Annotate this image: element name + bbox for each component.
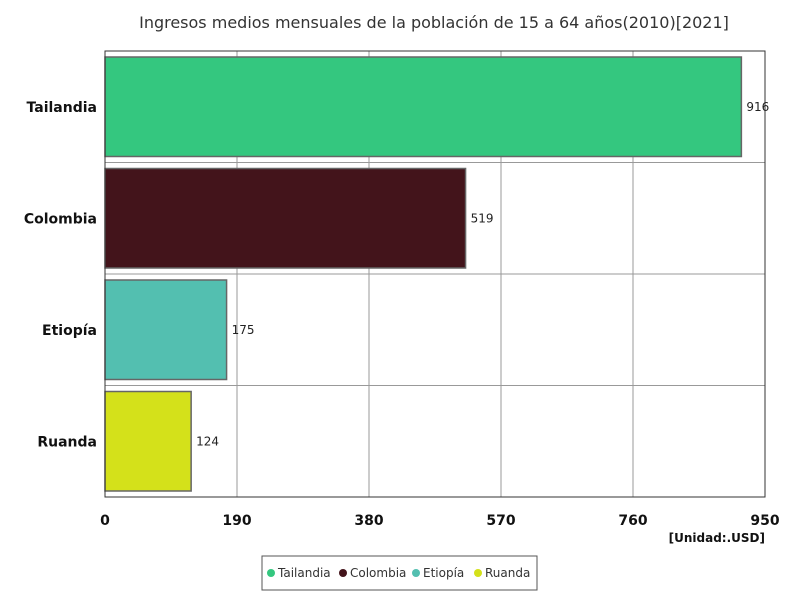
y-tick-label: Tailandia <box>27 100 97 116</box>
x-tick-label: 380 <box>354 513 383 529</box>
unit-label: [Unidad:.USD] <box>669 531 765 545</box>
data-label: 124 <box>196 434 219 448</box>
y-tick-label: Etiopía <box>42 323 97 339</box>
legend-item-label: Tailandia <box>277 566 331 580</box>
data-label: 916 <box>746 100 769 114</box>
x-tick-label: 190 <box>222 513 251 529</box>
y-tick-label: Ruanda <box>37 434 97 450</box>
bar-4 <box>104 390 192 492</box>
chart-title: Ingresos medios mensuales de la població… <box>139 13 729 32</box>
plot-frame <box>104 50 766 498</box>
x-tick-label: 570 <box>486 513 515 529</box>
y-tick-label: Colombia <box>24 211 97 227</box>
x-tick-label: 950 <box>750 513 779 529</box>
legend-marker <box>339 569 347 577</box>
legend-marker <box>474 569 482 577</box>
y-axis-ticks: Tailandia Colombia Etiopía Ruanda <box>24 100 97 451</box>
x-tick-label: 760 <box>618 513 647 529</box>
x-tick-label: 0 <box>100 513 110 529</box>
legend-item-label: Colombia <box>350 566 406 580</box>
legend-marker <box>412 569 420 577</box>
legend-marker <box>267 569 275 577</box>
bars: 916 519 175 124 <box>104 56 769 492</box>
data-label: 519 <box>471 211 494 225</box>
bar-2 <box>104 167 467 269</box>
x-axis-ticks: 0 190 380 570 760 950 <box>100 513 780 529</box>
bar-3 <box>104 279 228 381</box>
legend-item-label: Ruanda <box>485 566 530 580</box>
legend-box <box>261 555 538 591</box>
bar-1 <box>104 56 743 158</box>
legend-item-label: Etiopía <box>423 566 464 580</box>
legend: Tailandia Colombia Etiopía Ruanda <box>261 555 538 591</box>
data-label: 175 <box>232 323 255 337</box>
